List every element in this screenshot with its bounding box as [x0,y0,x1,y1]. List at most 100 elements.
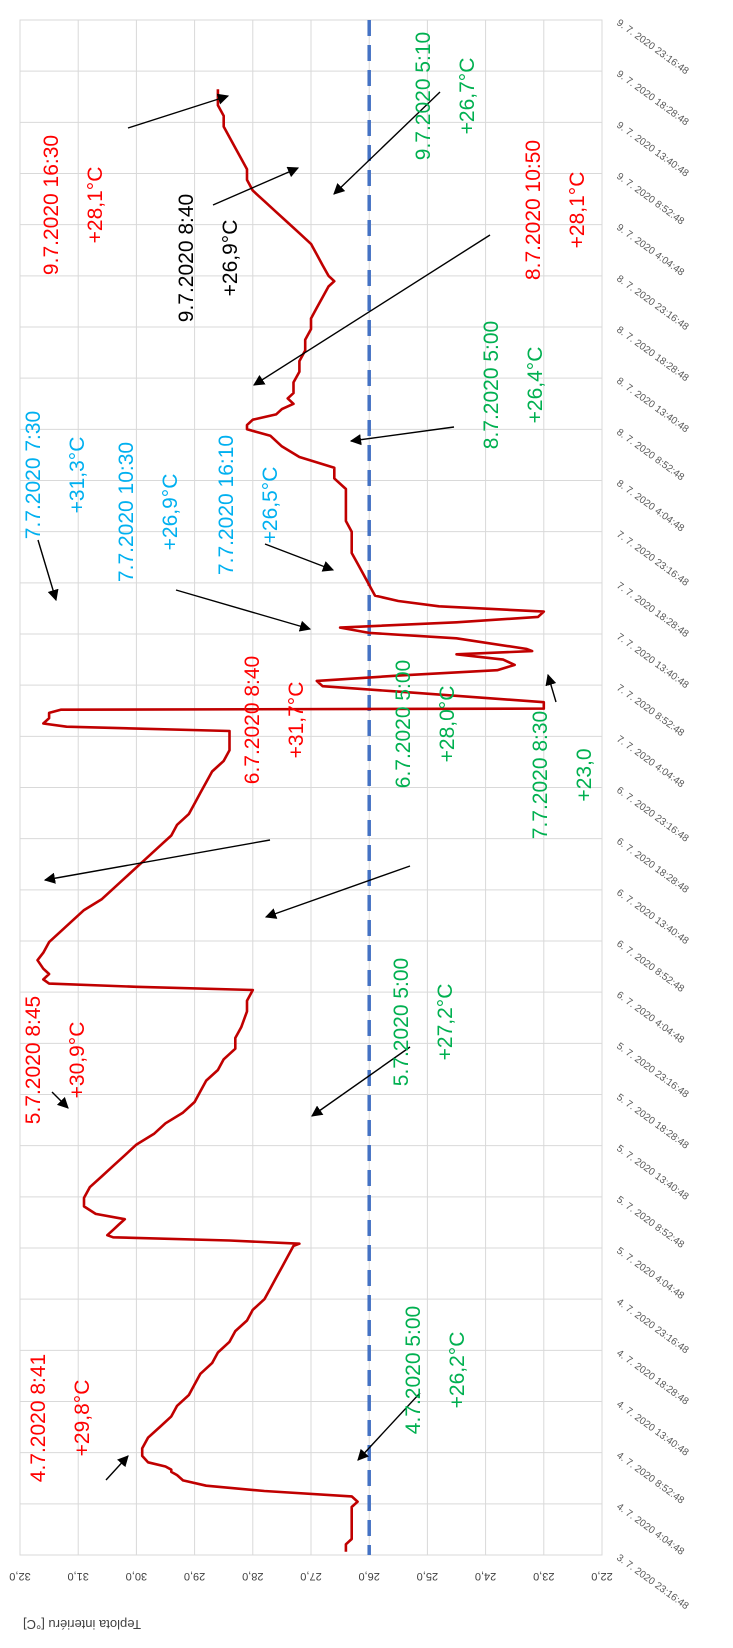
annotation-temperature: +26,2°C [446,1332,469,1409]
annotation-datetime: 5.7.2020 5:00 [390,958,413,1086]
annotation-temperature: +26,5°C [259,467,282,544]
x-tick-label: 4. 7. 2020 4:04:48 [614,1501,686,1558]
annotation-datetime: 6.7.2020 5:00 [392,660,415,788]
x-tick-label: 5. 7. 2020 8:52:48 [614,1194,686,1251]
annotation-arrow [175,589,312,632]
y-tick-label: 26,0 [358,1570,379,1582]
annotation-temperature: +30,9°C [66,1022,89,1099]
annotations: 4.7.2020 8:41 +29,8°C 4.7.2020 5:00 +26,2°C… [22,32,596,1482]
x-tick-label: 9. 7. 2020 13:40:48 [614,120,691,180]
annotation-temperature: +23,0 [573,748,596,801]
temperature-line [36,89,546,1552]
x-tick-label: 6. 7. 2020 18:28:48 [614,836,691,896]
annotation-datetime: 4.7.2020 8:41 [27,1354,50,1482]
annotation-label: 9.7.2020 5:10 +26,7°C [412,32,479,160]
annotation-arrow [51,1091,69,1109]
x-tick-label: 5. 7. 2020 18:28:48 [614,1092,691,1152]
annotation-label: 4.7.2020 8:41 +29,8°C [27,1354,94,1482]
annotation-temperature: +26,9°C [159,474,182,551]
y-tick-label: 32,0 [9,1570,30,1582]
annotation-temperature: +29,8°C [71,1380,94,1457]
annotation-label: 6.7.2020 8:40 +31,7°C [241,656,308,784]
annotation-arrow [545,673,557,703]
annotation-datetime: 7.7.2020 8:30 [529,711,552,839]
x-tick-label: 6. 7. 2020 23:16:48 [614,785,691,845]
annotation-label: 8.7.2020 10:50 +28,1°C [522,140,589,280]
x-tick-label: 9. 7. 2020 8:52:48 [614,171,686,228]
y-tick-label: 25,0 [417,1570,438,1582]
y-tick-label: 28,0 [242,1570,263,1582]
x-tick-label: 4. 7. 2020 23:16:48 [614,1297,691,1357]
annotation-datetime: 7.7.2020 7:30 [22,411,45,539]
annotation-arrow [37,539,59,602]
x-tick-label: 7. 7. 2020 18:28:48 [614,580,691,640]
annotation-arrow [253,234,491,386]
y-tick-label: 29,0 [184,1570,205,1582]
temperature-series [36,89,546,1552]
annotation-label: 7.7.2020 10:30 +26,9°C [115,442,182,582]
annotation-label: 8.7.2020 5:00 +26,4°C [480,321,547,449]
y-tick-label: 30,0 [126,1570,147,1582]
annotation-temperature: +31,3°C [66,437,89,514]
x-tick-label: 5. 7. 2020 13:40:48 [614,1143,691,1203]
annotation-datetime: 6.7.2020 8:40 [241,656,264,784]
y-tick-label: 31,0 [67,1570,88,1582]
annotation-datetime: 9.7.2020 5:10 [412,32,435,160]
annotation-temperature: +26,4°C [524,347,547,424]
x-tick-label: 6. 7. 2020 4:04:48 [614,990,686,1047]
annotation-temperature: +26,7°C [456,58,479,135]
grid-lines [19,19,603,1556]
x-tick-label: 6. 7. 2020 13:40:48 [614,887,691,947]
x-tick-label: 5. 7. 2020 23:16:48 [614,1041,691,1101]
annotation-label: 9.7.2020 16:30 +28,1°C [40,135,107,275]
y-tick-label: 23,0 [533,1570,554,1582]
y-tick-label: 24,0 [475,1570,496,1582]
annotation-datetime: 9.7.2020 16:30 [40,135,63,275]
x-tick-label: 8. 7. 2020 8:52:48 [614,427,686,484]
annotation-arrow [43,839,271,884]
x-tick-label: 9. 7. 2020 18:28:48 [614,69,691,129]
annotation-datetime: 7.7.2020 10:30 [115,442,138,582]
annotation-arrow [264,543,335,572]
x-tick-label: 9. 7. 2020 4:04:48 [614,222,686,279]
annotation-arrows [37,91,557,1481]
annotation-label: 6.7.2020 5:00 +28,0°C [392,660,459,788]
x-tick-label: 8. 7. 2020 18:28:48 [614,325,691,385]
y-axis-label: Teplota interiéru [°C] [23,1617,141,1632]
plot-frame [19,19,603,1556]
y-tick-label: 22,0 [591,1570,612,1582]
x-tick-labels: 3. 7. 2020 23:16:484. 7. 2020 4:04:484. … [614,18,691,1613]
x-tick-label: 7. 7. 2020 4:04:48 [614,734,686,791]
x-tick-label: 6. 7. 2020 8:52:48 [614,939,686,996]
x-tick-label: 7. 7. 2020 8:52:48 [614,683,686,740]
annotation-temperature: +26,9°C [219,220,242,297]
x-tick-label: 9. 7. 2020 23:16:48 [614,18,691,78]
annotation-temperature: +27,2°C [434,984,457,1061]
annotation-label: 7.7.2020 7:30 +31,3°C [22,411,89,539]
annotation-datetime: 8.7.2020 10:50 [522,140,545,280]
annotation-datetime: 4.7.2020 5:00 [402,1306,425,1434]
annotation-arrow [311,1046,411,1117]
x-tick-label: 7. 7. 2020 23:16:48 [614,529,691,589]
y-tick-labels: 22,0 23,0 24,0 25,0 26,0 27,0 28,0 29,0 30,0 31,0… [9,1570,612,1582]
annotation-label: 5.7.2020 8:45 +30,9°C [22,996,89,1124]
x-tick-label: 8. 7. 2020 4:04:48 [614,478,686,535]
annotation-arrow [349,426,455,446]
x-tick-label: 8. 7. 2020 23:16:48 [614,273,691,333]
annotation-arrow [357,1392,421,1461]
annotation-temperature: +28,0°C [436,686,459,763]
annotation-label: 4.7.2020 5:00 +26,2°C [402,1306,469,1434]
x-tick-label: 4. 7. 2020 8:52:48 [614,1450,686,1507]
x-tick-label: 4. 7. 2020 18:28:48 [614,1348,691,1408]
annotation-arrow [264,865,411,919]
annotation-arrow [333,91,441,195]
x-tick-label: 4. 7. 2020 13:40:48 [614,1399,691,1459]
annotation-datetime: 8.7.2020 5:00 [480,321,503,449]
annotation-label: 9.7.2020 8:40 +26,9°C [175,194,242,322]
annotation-arrow [127,93,230,129]
annotation-datetime: 9.7.2020 8:40 [175,194,198,322]
annotation-temperature: +31,7°C [285,682,308,759]
annotation-temperature: +28,1°C [84,167,107,244]
annotation-arrow [105,1455,129,1481]
annotation-label: 5.7.2020 5:00 +27,2°C [390,958,457,1086]
